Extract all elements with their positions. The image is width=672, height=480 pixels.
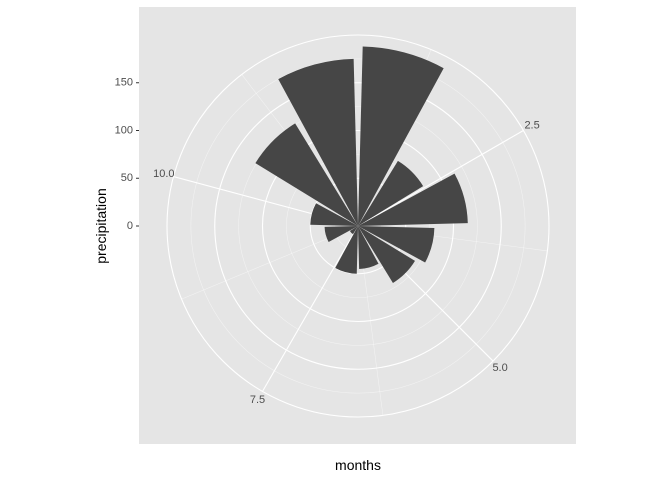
grid-circle-minor xyxy=(286,154,430,298)
bar xyxy=(358,226,435,263)
bar xyxy=(349,226,358,235)
grid-spoke xyxy=(357,130,524,227)
y-tick-label: 150 xyxy=(115,77,133,89)
bar xyxy=(278,58,358,227)
y-axis-title: precipitation xyxy=(93,188,109,264)
grid-circle-outer xyxy=(166,34,550,418)
bar xyxy=(358,173,468,226)
x-axis-title: months xyxy=(335,457,381,473)
bar xyxy=(358,226,379,269)
x-tick-label: 7.5 xyxy=(250,394,265,406)
y-tick-label: 0 xyxy=(127,220,133,232)
bar xyxy=(335,226,358,274)
bar xyxy=(358,46,444,226)
x-tick-label: 5.0 xyxy=(492,362,507,374)
grid-circle-minor xyxy=(238,106,478,346)
grid-circle xyxy=(214,82,502,370)
x-tick-labels: 2.5 5.0 7.5 10.0 xyxy=(153,119,540,406)
grid-circle-minor xyxy=(333,201,383,251)
bar xyxy=(310,203,358,226)
x-tick-label: 2.5 xyxy=(524,119,539,131)
grid-circle-minor xyxy=(190,58,526,394)
y-axis: 0 50 100 150 xyxy=(115,77,139,232)
x-tick-label: 10.0 xyxy=(153,168,174,180)
y-tick-label: 100 xyxy=(115,124,133,136)
y-tick-label: 50 xyxy=(121,172,133,184)
grid-circle xyxy=(261,129,455,323)
bar xyxy=(358,226,415,283)
grid-spoke xyxy=(262,225,359,392)
bars xyxy=(255,46,468,283)
bar xyxy=(324,226,358,242)
bar xyxy=(358,160,424,226)
bar xyxy=(255,123,358,226)
grid-circle xyxy=(309,177,407,275)
